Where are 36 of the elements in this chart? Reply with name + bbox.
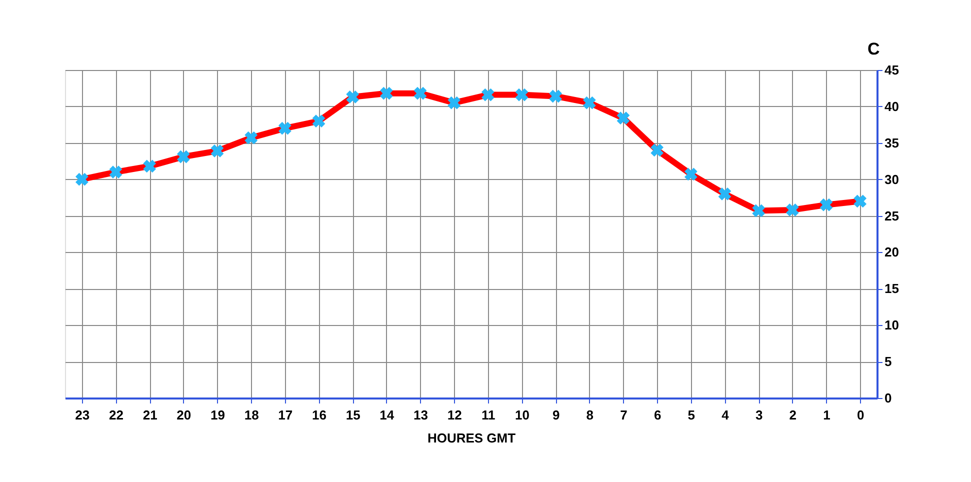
x-tick-label: 5	[688, 408, 696, 422]
x-tick-label: 3	[755, 408, 763, 422]
y-tick-label: 20	[884, 244, 899, 260]
y-tick-label: 25	[884, 208, 899, 224]
x-axis-title: HOURES GMT	[427, 430, 516, 446]
x-tick-label: 21	[142, 408, 158, 422]
x-tick-label: 16	[312, 408, 326, 422]
x-tick-label: 10	[515, 408, 530, 422]
x-tick-label: 14	[380, 408, 395, 422]
x-tick-label: 0	[856, 408, 864, 422]
x-tick-label: 15	[346, 408, 360, 422]
x-tick-label: 23	[75, 408, 90, 422]
x-tick-label: 2	[789, 408, 797, 422]
y-tick-label: 30	[884, 172, 899, 187]
x-tick-label: 19	[210, 408, 225, 422]
y-tick-label: 15	[884, 281, 899, 296]
y-tick-label: 35	[884, 135, 899, 150]
x-tick-label: 17	[278, 408, 293, 422]
x-tick-label: 7	[620, 408, 628, 422]
x-tick-label: 12	[447, 408, 462, 422]
x-tick-label: 11	[482, 408, 496, 422]
y-tick-label: 40	[884, 98, 899, 114]
x-tick-label: 20	[176, 408, 192, 422]
x-tick-label: 1	[823, 408, 830, 422]
y-tick-label: 10	[884, 318, 899, 333]
x-tick-label: 8	[586, 408, 594, 422]
x-tick-label: 9	[552, 408, 560, 422]
y-tick-label: 45	[884, 62, 899, 78]
y-axis-title: C	[868, 40, 880, 58]
x-tick-label: 22	[109, 408, 124, 422]
y-tick-label: 5	[884, 354, 892, 370]
x-tick-label: 4	[722, 408, 730, 422]
y-tick-label: 0	[884, 390, 892, 406]
x-tick-label: 13	[414, 408, 428, 422]
x-tick-label: 18	[244, 408, 259, 422]
x-tick-label: 6	[654, 408, 662, 422]
